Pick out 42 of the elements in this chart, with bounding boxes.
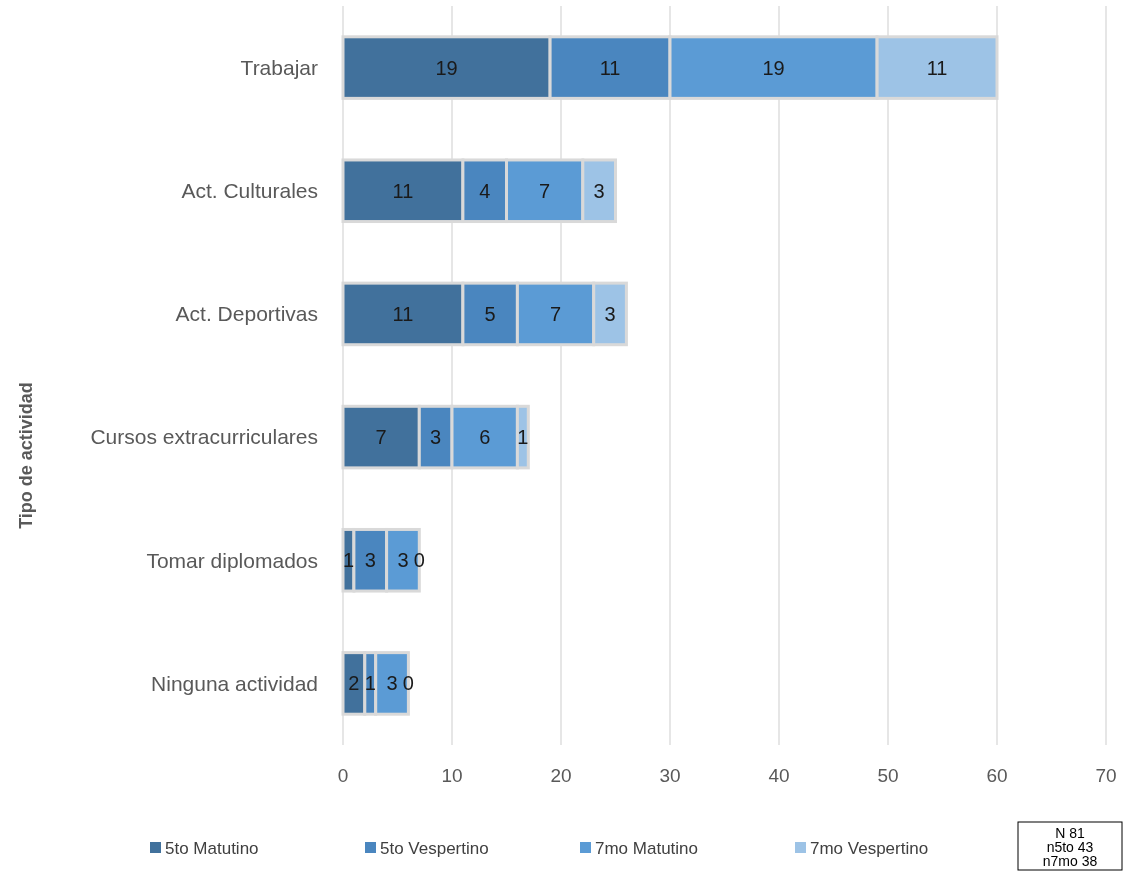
data-label: 3 <box>364 549 376 572</box>
y-tick-label: Ninguna actividad <box>151 671 318 695</box>
y-tick-label: Act. Deportivas <box>175 302 318 326</box>
legend-label: 5to Matutino <box>165 838 259 858</box>
y-tick-label: Tomar diplomados <box>146 548 318 572</box>
data-label: 19 <box>762 56 785 79</box>
y-axis-title: Tipo de actividad <box>16 382 37 529</box>
legend-label: 7mo Matutino <box>595 838 698 858</box>
legend-label: 7mo Vespertino <box>810 838 929 858</box>
x-tick-label: 40 <box>768 764 790 786</box>
legend-label: 5to Vespertino <box>380 838 489 858</box>
text: N 81 <box>1055 824 1085 841</box>
data-label: 11 <box>392 302 414 325</box>
data-label: 1 <box>517 426 529 449</box>
data-label: 3 <box>397 549 409 572</box>
data-label: 11 <box>599 56 621 79</box>
x-tick-label: 0 <box>337 764 349 786</box>
data-label: 3 <box>593 179 605 202</box>
y-tick-label: Trabajar <box>240 55 318 79</box>
data-label: 7 <box>539 179 551 202</box>
x-tick-label: 30 <box>659 764 681 786</box>
text: n5to 43 <box>1046 838 1094 855</box>
data-label: 19 <box>435 56 458 79</box>
data-label: 11 <box>926 56 948 79</box>
x-tick-label: 60 <box>986 764 1008 786</box>
data-label: 4 <box>479 179 491 202</box>
y-tick-label: Cursos extracurriculares <box>90 425 318 449</box>
data-label: 6 <box>479 426 491 449</box>
data-label: 3 <box>430 426 442 449</box>
data-label: 3 <box>386 672 398 695</box>
data-label: 7 <box>549 302 562 325</box>
data-label: 7 <box>375 426 387 449</box>
y-tick-label: Act. Culturales <box>181 179 318 203</box>
data-label: 11 <box>392 179 414 202</box>
data-label: 5 <box>484 302 496 325</box>
data-label: 2 <box>348 672 360 695</box>
data-label: 3 <box>604 302 616 325</box>
x-tick-label: 10 <box>441 764 463 786</box>
x-tick-label: 70 <box>1095 764 1117 786</box>
x-tick-label: 20 <box>550 764 572 786</box>
x-tick-label: 50 <box>877 764 899 786</box>
text: n7mo 38 <box>1042 852 1098 869</box>
